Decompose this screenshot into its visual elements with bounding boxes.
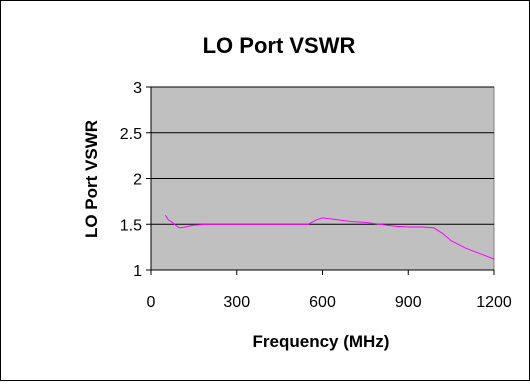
- x-tick-label: 0: [147, 294, 156, 311]
- y-axis-ticks: 1 1.5 2 2.5 3: [120, 80, 151, 280]
- x-tick-label: 600: [309, 294, 336, 311]
- series-layer: [164, 214, 495, 260]
- y-tick-label: 1: [133, 263, 142, 280]
- x-tick-label: 1200: [476, 294, 512, 311]
- y-tick-label: 3: [133, 80, 142, 97]
- x-axis-ticks: 0 300 600 900 1200: [147, 270, 512, 311]
- x-tick-label: 900: [395, 294, 422, 311]
- x-axis-title: Frequency (MHz): [253, 332, 390, 351]
- series-line-0: [164, 214, 495, 260]
- chart-title: LO Port VSWR: [203, 33, 356, 58]
- y-axis-title: LO Port VSWR: [82, 120, 101, 238]
- y-tick-label: 2.5: [120, 126, 142, 143]
- x-tick-label: 300: [223, 294, 250, 311]
- y-tick-label: 1.5: [120, 217, 142, 234]
- y-tick-label: 2: [133, 172, 142, 189]
